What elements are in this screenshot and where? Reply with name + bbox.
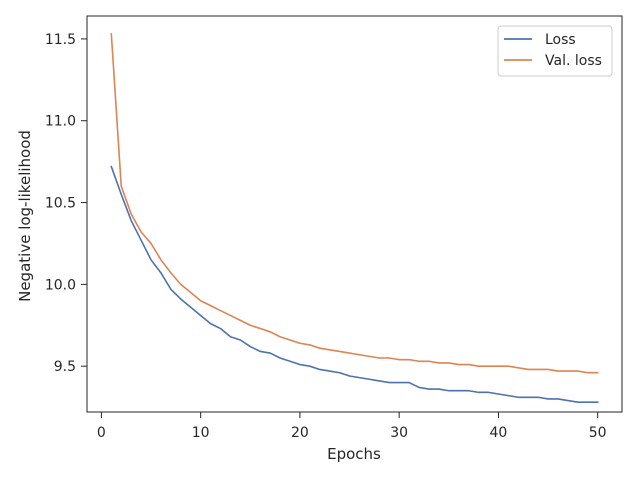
y-tick-label: 11.0 [45,114,76,130]
x-tick-label: 20 [291,425,309,441]
y-tick-label: 11.5 [45,32,76,48]
legend-label-2: Val. loss [545,53,602,69]
x-axis-label: Epochs [327,445,381,463]
axes: 0 10 20 30 40 50 9.5 10.0 10.5 11.0 11.5 [45,15,623,441]
y-tick-label: 10.0 [45,277,76,293]
legend: Loss Val. loss [497,25,613,77]
x-tick-label: 0 [97,425,106,441]
y-tick-label: 10.5 [45,196,76,212]
plot-lines [110,33,599,403]
y-axis-label: Negative log-likelihood [16,130,34,302]
plot-frame [86,15,623,413]
legend-label-1: Loss [545,32,576,48]
series-line-2 [110,33,599,374]
x-tick-label: 40 [490,425,508,441]
x-tick-label: 30 [390,425,408,441]
series-line-1 [110,165,599,403]
y-tick-label: 9.5 [54,359,76,375]
x-tick-label: 10 [192,425,210,441]
x-tick-label: 50 [589,425,607,441]
